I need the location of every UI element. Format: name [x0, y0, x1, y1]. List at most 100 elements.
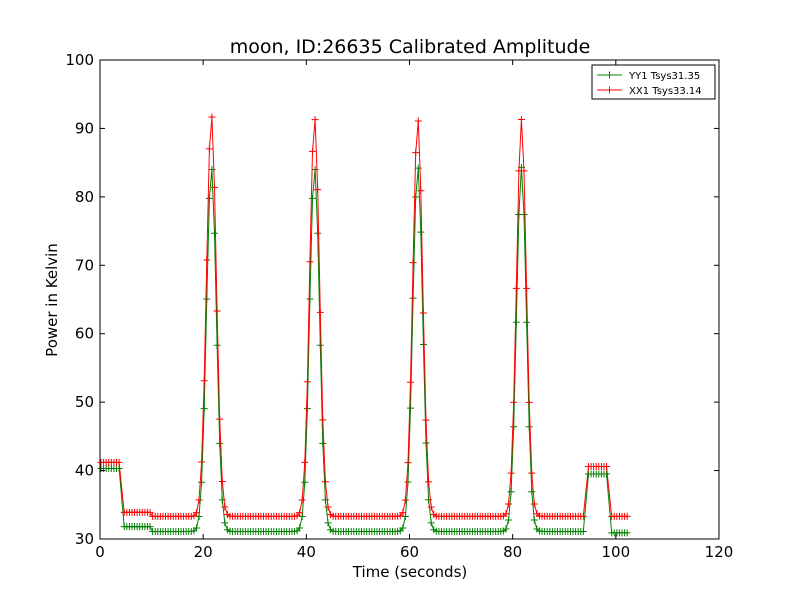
data-point — [417, 187, 425, 195]
y-tick-label: 90 — [75, 119, 94, 137]
data-point — [198, 478, 206, 486]
x-tick-label: 80 — [503, 543, 522, 561]
data-point — [528, 488, 536, 496]
series-markers — [97, 113, 631, 520]
data-point — [502, 525, 510, 533]
data-point — [146, 508, 154, 516]
data-point — [211, 229, 219, 237]
data-point — [216, 439, 224, 447]
data-point — [407, 404, 415, 412]
data-point — [205, 145, 213, 153]
data-point — [324, 519, 332, 527]
data-point — [316, 341, 324, 349]
data-point — [419, 309, 427, 317]
data-point — [512, 284, 520, 292]
data-point — [301, 458, 309, 466]
data-point — [296, 509, 304, 517]
data-point — [309, 147, 317, 155]
plot-content — [97, 113, 631, 537]
data-point — [146, 523, 154, 531]
y-tick-label: 40 — [75, 462, 94, 480]
legend-marker — [606, 86, 613, 94]
data-point — [510, 398, 518, 406]
data-point — [203, 256, 211, 264]
legend: YY1 Tsys31.35 XX1 Tsys33.14 — [591, 64, 716, 100]
data-point — [427, 503, 435, 511]
data-point — [314, 229, 322, 237]
data-point — [205, 194, 213, 202]
y-tick-label: 30 — [75, 530, 94, 548]
data-point — [502, 510, 510, 518]
x-tick-label: 60 — [400, 543, 419, 561]
data-point — [303, 378, 311, 386]
data-point — [321, 478, 329, 486]
y-axis-label: Power in Kelvin — [43, 243, 61, 357]
data-point — [211, 183, 219, 191]
data-point — [409, 294, 417, 302]
data-point — [407, 378, 415, 386]
data-point — [200, 405, 208, 413]
series-xx1 — [97, 113, 631, 520]
data-point — [200, 377, 208, 385]
data-point — [324, 503, 332, 511]
data-point — [525, 423, 533, 431]
data-point — [404, 478, 412, 486]
data-point — [216, 415, 224, 423]
data-point — [517, 116, 525, 124]
data-point — [316, 308, 324, 316]
x-axis-label: Time (seconds) — [352, 563, 468, 581]
y-tick-label: 60 — [75, 325, 94, 343]
data-point — [115, 458, 123, 466]
data-point — [603, 462, 611, 470]
data-point — [306, 295, 314, 303]
series-markers — [97, 163, 631, 537]
data-point — [523, 318, 531, 326]
data-point — [520, 167, 528, 175]
legend-marker — [606, 71, 613, 79]
data-point — [523, 284, 531, 292]
data-point — [208, 113, 216, 121]
x-tick-label: 40 — [297, 543, 316, 561]
data-point — [419, 341, 427, 349]
data-point — [412, 193, 420, 201]
data-point — [505, 516, 513, 524]
data-point — [520, 211, 528, 219]
data-point — [399, 524, 407, 532]
data-point — [192, 509, 200, 517]
data-point — [422, 416, 430, 424]
data-point — [298, 513, 306, 521]
data-point — [298, 496, 306, 504]
axis-ticks: 0 20 40 60 80 100 120 30 40 50 60 70 80 90 100 — [65, 51, 733, 561]
data-point — [213, 341, 221, 349]
chart-title: moon, ID:26635 Calibrated Amplitude — [230, 36, 591, 58]
x-tick-label: 0 — [95, 543, 105, 561]
data-point — [198, 458, 206, 466]
data-point — [579, 512, 587, 520]
data-point — [221, 519, 229, 527]
data-point — [579, 527, 587, 535]
data-point — [301, 478, 309, 486]
data-point — [311, 116, 319, 124]
data-point — [203, 295, 211, 303]
data-point — [314, 186, 322, 194]
data-point — [623, 512, 631, 520]
data-point — [401, 496, 409, 504]
x-tick-label: 100 — [602, 543, 631, 561]
x-tick-label: 20 — [194, 543, 213, 561]
data-point — [399, 509, 407, 517]
data-point — [195, 496, 203, 504]
data-point — [417, 228, 425, 236]
data-point — [427, 519, 435, 527]
data-point — [422, 439, 430, 447]
data-point — [195, 513, 203, 521]
data-point — [507, 469, 515, 477]
data-point — [512, 318, 520, 326]
y-tick-label: 50 — [75, 393, 94, 411]
data-point — [528, 469, 536, 477]
data-point — [412, 149, 420, 157]
data-point — [425, 478, 433, 486]
data-point — [414, 164, 422, 172]
y-tick-label: 80 — [75, 188, 94, 206]
